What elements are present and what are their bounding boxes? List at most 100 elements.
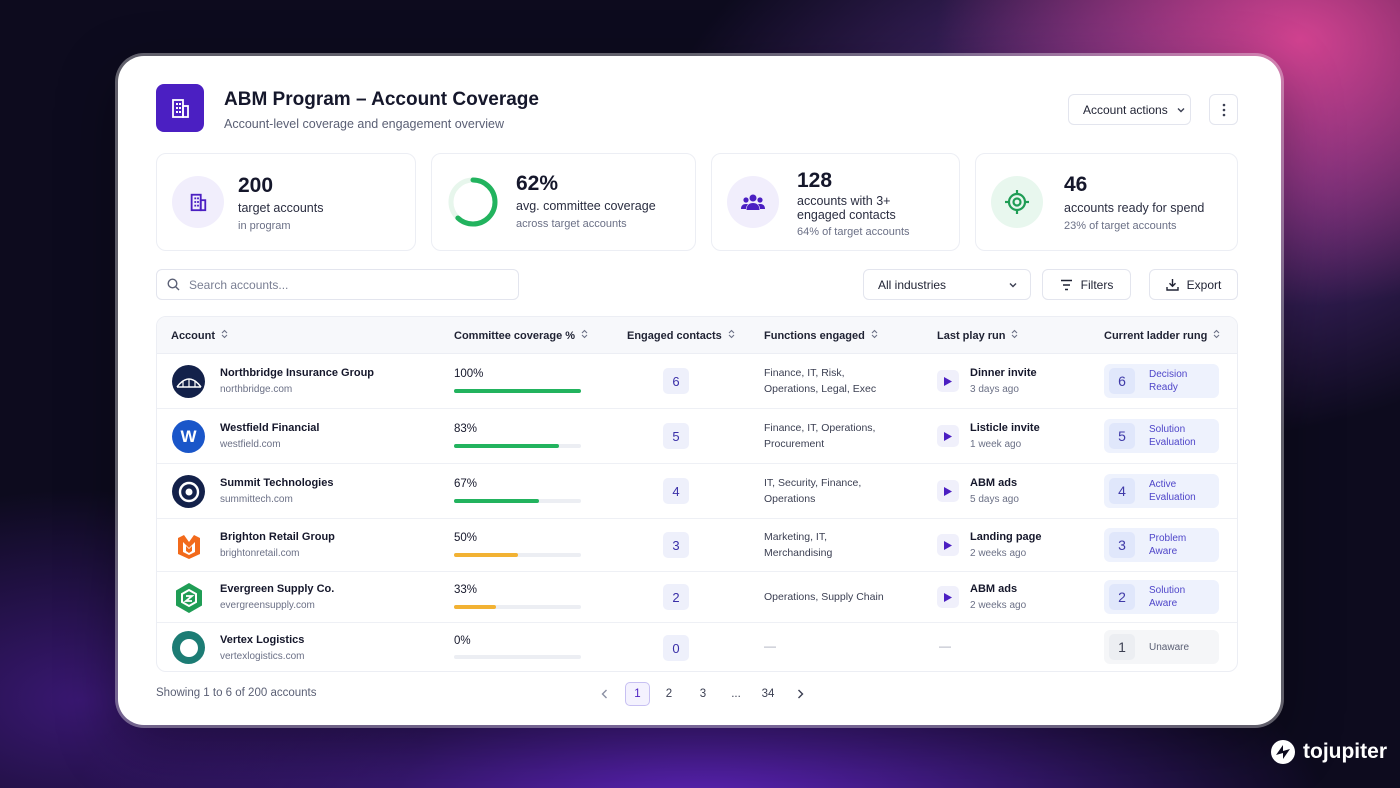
- last-play-time: 3 days ago: [970, 384, 1019, 395]
- last-play-name: ABM ads: [970, 477, 1018, 489]
- table-row[interactable]: Northbridge Insurance Group northbridge.…: [157, 354, 1237, 409]
- account-name[interactable]: Brighton Retail Group: [220, 531, 335, 543]
- last-play-time: 1 week ago: [970, 439, 1022, 450]
- sort-icon: [221, 329, 228, 342]
- functions-line: Finance, IT, Risk,: [764, 367, 845, 379]
- engaged-count-badge: 4: [663, 478, 689, 504]
- page-button-2[interactable]: 2: [665, 688, 673, 700]
- stat-sub: across target accounts: [516, 218, 627, 230]
- stat-card-target-accounts: 200 target accounts in program: [156, 153, 416, 251]
- summit-logo: [172, 475, 205, 508]
- coverage-bar: [454, 444, 581, 448]
- search-input[interactable]: [189, 277, 489, 292]
- coverage-bar-fill: [454, 605, 496, 609]
- page-button-1[interactable]: 1: [625, 682, 650, 706]
- column-header-functions[interactable]: Functions engaged: [764, 329, 878, 342]
- sort-icon: [728, 329, 735, 342]
- stat-sub: 64% of target accounts: [797, 226, 910, 238]
- column-header-engaged[interactable]: Engaged contacts: [627, 329, 735, 342]
- rung-line: Active: [1149, 479, 1177, 490]
- engaged-count-badge: 0: [663, 635, 689, 661]
- column-header-last-play[interactable]: Last play run: [937, 329, 1018, 342]
- functions-engaged: IT, Security, Finance, Operations: [764, 475, 894, 507]
- building-icon: [156, 84, 204, 132]
- account-name[interactable]: Evergreen Supply Co.: [220, 583, 335, 595]
- column-label: Account: [171, 329, 215, 342]
- export-button[interactable]: Export: [1149, 269, 1238, 300]
- engaged-count-badge: 2: [663, 584, 689, 610]
- page-button-3[interactable]: 3: [699, 688, 707, 700]
- account-name[interactable]: Northbridge Insurance Group: [220, 367, 375, 379]
- pagination-summary: Showing 1 to 6 of 200 accounts: [156, 687, 317, 699]
- vertex-logo: [172, 631, 205, 664]
- chevron-down-icon: [1009, 282, 1017, 287]
- column-header-ladder[interactable]: Current ladder rung: [1104, 329, 1220, 342]
- stat-value: 128: [797, 169, 833, 192]
- stat-label: avg. committee coverage: [516, 199, 656, 213]
- account-name[interactable]: Summit Technologies: [220, 477, 334, 489]
- table-row[interactable]: W Westfield Financial westfield.com 83% …: [157, 409, 1237, 464]
- column-label: Committee coverage %: [454, 329, 576, 342]
- westfield-logo: W: [172, 420, 205, 453]
- last-play-time: 5 days ago: [970, 494, 1019, 505]
- search-box[interactable]: [156, 269, 519, 300]
- coverage-value: 100%: [454, 368, 484, 380]
- stat-label: target accounts: [238, 201, 324, 215]
- stat-card-committee-coverage: 62% avg. committee coverage across targe…: [431, 153, 696, 251]
- page-ellipsis: ...: [731, 688, 741, 700]
- account-domain: vertexlogistics.com: [220, 651, 305, 662]
- ladder-rung-number: 6: [1109, 368, 1135, 394]
- play-icon[interactable]: [937, 534, 959, 556]
- main-card: ABM Program – Account Coverage Account-l…: [118, 56, 1281, 725]
- rung-line: Evaluation: [1149, 437, 1196, 448]
- coverage-bar-fill: [454, 499, 540, 503]
- filters-label: Filters: [1080, 277, 1114, 292]
- functions-line: Finance, IT, Operations,: [764, 422, 876, 434]
- ladder-rung-badge: 4 Active Evaluation: [1104, 474, 1219, 508]
- account-name[interactable]: Vertex Logistics: [220, 634, 305, 646]
- filters-button[interactable]: Filters: [1042, 269, 1131, 300]
- coverage-bar: [454, 553, 581, 557]
- stat-sub: in program: [238, 220, 291, 232]
- table-row[interactable]: Summit Technologies summittech.com 67% 4…: [157, 464, 1237, 519]
- table-row[interactable]: Evergreen Supply Co. evergreensupply.com…: [157, 572, 1237, 623]
- account-actions-button[interactable]: Account actions: [1068, 94, 1191, 125]
- stat-label-line2: engaged contacts: [797, 208, 896, 222]
- chevron-left-icon[interactable]: [596, 682, 612, 706]
- play-icon[interactable]: [937, 370, 959, 392]
- account-domain: summittech.com: [220, 494, 293, 505]
- page-button-34[interactable]: 34: [761, 688, 775, 700]
- ladder-rung-number: 4: [1109, 478, 1135, 504]
- column-header-coverage[interactable]: Committee coverage %: [454, 329, 588, 342]
- ladder-rung-label: Active Evaluation: [1149, 478, 1219, 504]
- engaged-count-badge: 3: [663, 532, 689, 558]
- coverage-bar-fill: [454, 444, 560, 448]
- engaged-count-badge: 5: [663, 423, 689, 449]
- last-play-empty: —: [939, 639, 951, 653]
- chevron-down-icon: [1177, 107, 1185, 112]
- play-icon[interactable]: [937, 425, 959, 447]
- ladder-rung-badge: 5 Solution Evaluation: [1104, 419, 1219, 453]
- account-name[interactable]: Westfield Financial: [220, 422, 320, 434]
- ladder-rung-badge: 2 Solution Aware: [1104, 580, 1219, 614]
- stat-card-engaged-accounts: 128 accounts with 3+ engaged contacts 64…: [711, 153, 960, 251]
- rung-line: Problem: [1149, 533, 1187, 544]
- coverage-value: 67%: [454, 478, 478, 490]
- coverage-value: 83%: [454, 423, 478, 435]
- play-icon[interactable]: [937, 586, 959, 608]
- rung-line: Ready: [1149, 382, 1178, 393]
- account-domain: evergreensupply.com: [220, 600, 315, 611]
- industry-select[interactable]: All industries: [863, 269, 1031, 300]
- coverage-bar: [454, 655, 581, 659]
- sort-icon: [1213, 329, 1220, 342]
- building-icon: [172, 176, 224, 228]
- more-options-button[interactable]: [1209, 94, 1238, 125]
- rung-line: Aware: [1149, 598, 1178, 609]
- table-row[interactable]: Vertex Logistics vertexlogistics.com 0% …: [157, 623, 1237, 671]
- column-header-account[interactable]: Account: [171, 329, 228, 342]
- ladder-rung-number: 2: [1109, 584, 1135, 610]
- coverage-ring-chart: [448, 177, 498, 227]
- table-row[interactable]: Brighton Retail Group brightonretail.com…: [157, 519, 1237, 572]
- play-icon[interactable]: [937, 480, 959, 502]
- chevron-right-icon[interactable]: [792, 682, 808, 706]
